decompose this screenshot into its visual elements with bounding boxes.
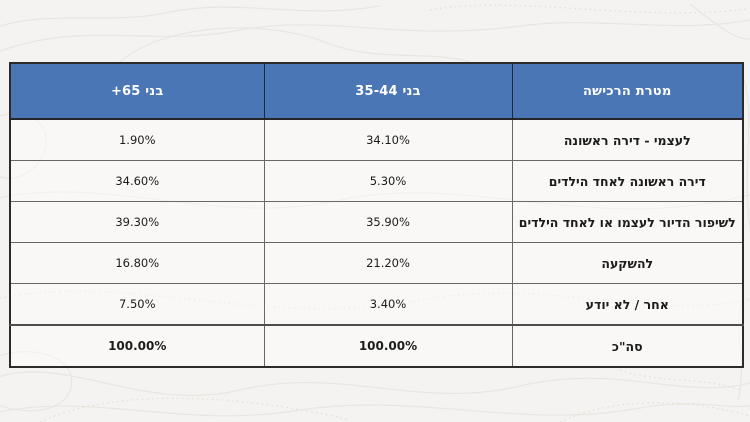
header-cell-age-35-44: בני 35-44 xyxy=(263,62,513,120)
table-row: לעצמי - דירה ראשונה 34.10% 1.90% xyxy=(9,118,744,161)
cell-value-35-44: 21.20% xyxy=(263,242,513,284)
cell-value-65: 16.80% xyxy=(9,242,265,284)
cell-purpose-total: סה"כ xyxy=(511,324,744,368)
cell-value-65: 1.90% xyxy=(9,118,265,161)
data-table: מטרת הרכישה בני 35-44 בני 65+ לעצמי - די… xyxy=(9,62,744,368)
header-cell-age-65plus: בני 65+ xyxy=(9,62,265,120)
cell-value-35-44: 5.30% xyxy=(263,160,513,202)
cell-value-35-44: 35.90% xyxy=(263,201,513,243)
table-row: להשקעה 21.20% 16.80% xyxy=(9,242,744,284)
table-header-row: מטרת הרכישה בני 35-44 בני 65+ xyxy=(9,62,744,120)
cell-value-35-44: 34.10% xyxy=(263,118,513,161)
table-row: לשיפור הדיור לעצמו או לאחד הילדים 35.90%… xyxy=(9,201,744,243)
cell-value-35-44: 3.40% xyxy=(263,283,513,326)
cell-purpose: לעצמי - דירה ראשונה xyxy=(511,118,744,161)
cell-purpose: דירה ראשונה לאחד הילדים xyxy=(511,160,744,202)
cell-purpose: לשיפור הדיור לעצמו או לאחד הילדים xyxy=(511,201,744,243)
table-row-total: סה"כ 100.00% 100.00% xyxy=(9,324,744,368)
cell-purpose: להשקעה xyxy=(511,242,744,284)
cell-purpose: אחר / לא יודע xyxy=(511,283,744,326)
purchase-purpose-table: מטרת הרכישה בני 35-44 בני 65+ לעצמי - די… xyxy=(9,62,744,368)
table-row: דירה ראשונה לאחד הילדים 5.30% 34.60% xyxy=(9,160,744,202)
cell-value-35-44-total: 100.00% xyxy=(263,324,513,368)
cell-value-65: 34.60% xyxy=(9,160,265,202)
table-row: אחר / לא יודע 3.40% 7.50% xyxy=(9,283,744,326)
cell-value-65: 39.30% xyxy=(9,201,265,243)
header-cell-purpose: מטרת הרכישה xyxy=(511,62,744,120)
cell-value-65: 7.50% xyxy=(9,283,265,326)
cell-value-65-total: 100.00% xyxy=(9,324,265,368)
